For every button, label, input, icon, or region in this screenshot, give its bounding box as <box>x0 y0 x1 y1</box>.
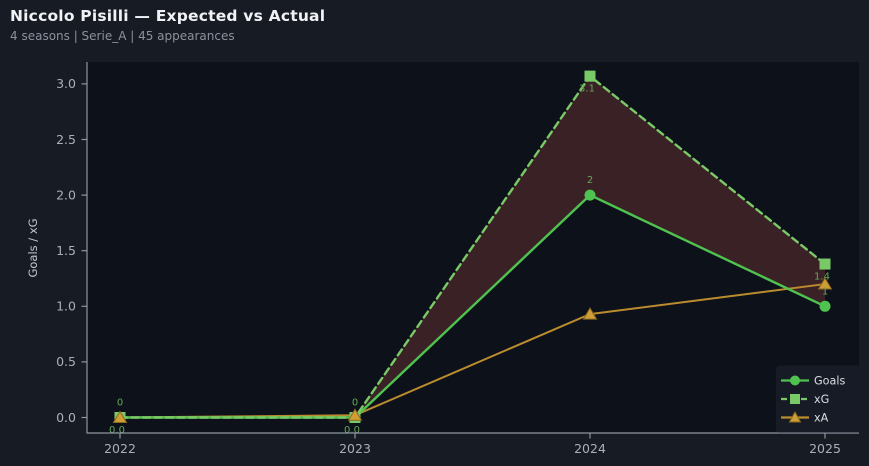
axis-spines <box>86 62 859 434</box>
point-label-goals-2024: 2 <box>587 175 593 186</box>
point-label-xg-2023: 0.0 <box>344 425 360 436</box>
y-tick-label: 2.0 <box>56 187 76 202</box>
x-tick-label: 2025 <box>809 441 841 456</box>
x-tick-label: 2024 <box>574 441 606 456</box>
y-tick-label: 0.5 <box>56 354 76 369</box>
data-point-goals-2024 <box>584 189 596 201</box>
data-point-xa-2025 <box>817 277 833 290</box>
x-axis: 2022 2023 2024 2025 <box>104 433 841 456</box>
legend-label-goals: Goals <box>814 375 845 388</box>
y-axis-title: Goals / xG <box>26 218 40 277</box>
data-point-xa-2023 <box>347 408 363 421</box>
x-tick-label: 2023 <box>339 441 371 456</box>
x-tick-label: 2022 <box>104 441 136 456</box>
legend-label-xg: xG <box>814 393 829 406</box>
legend-marker-triangle <box>788 410 802 423</box>
y-tick-label: 0.0 <box>56 410 76 425</box>
data-point-goals-2025 <box>819 300 831 312</box>
data-point-xa-2024 <box>582 307 598 320</box>
xg-line <box>118 74 827 419</box>
point-label-xg-2025: 1.4 <box>814 272 830 283</box>
page-title: Niccolo Pisilli — Expected vs Actual <box>10 7 326 25</box>
point-label-xg-2022: 0.0 <box>109 425 125 436</box>
legend-label-xa: xA <box>814 412 829 425</box>
point-label-goals-2025: 1 <box>822 286 828 297</box>
data-point-xa-2022 <box>112 410 128 423</box>
data-point-xg-2025 <box>819 258 831 270</box>
y-tick-label: 3.0 <box>56 76 76 91</box>
legend: Goals xG xA <box>776 365 861 433</box>
y-tick-label: 2.5 <box>56 132 76 147</box>
y-axis: 0.0 0.5 1.0 1.5 2.0 2.5 3.0 Goals / xG <box>26 76 87 425</box>
y-tick-label: 1.5 <box>56 243 76 258</box>
legend-marker-circle <box>790 375 800 386</box>
point-label-goals-2022: 0 <box>117 398 123 409</box>
point-label-goals-2023: 0 <box>352 398 358 409</box>
point-label-xg-2024: 3.1 <box>579 84 595 95</box>
data-point-xg-2024 <box>584 70 596 82</box>
page-subtitle: 4 seasons | Serie_A | 45 appearances <box>10 29 235 43</box>
y-tick-label: 1.0 <box>56 299 76 314</box>
legend-marker-square <box>790 394 800 404</box>
